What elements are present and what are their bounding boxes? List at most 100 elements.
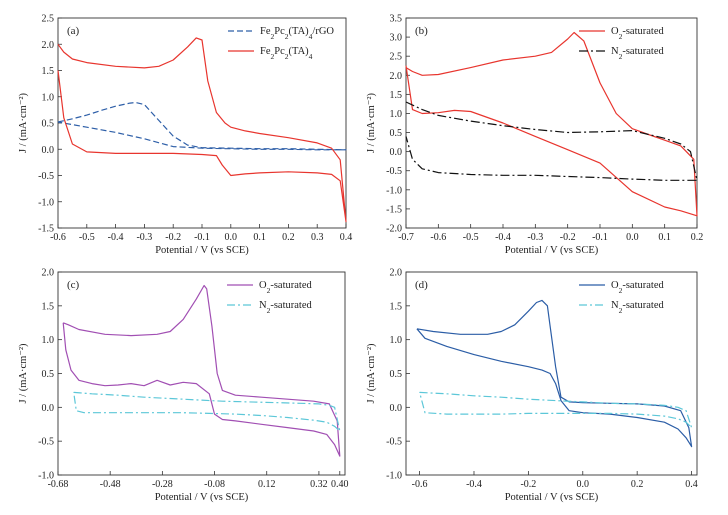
legend-entry: N2-saturated [259, 300, 312, 315]
series-line-1 [57, 101, 347, 151]
y-tick-label: -1.0 [38, 471, 54, 482]
y-tick-label: 1.0 [390, 335, 403, 346]
y-axis-label: J / (mA·cm⁻²) [366, 343, 377, 404]
chart-panel-1: -0.6 -0.5 -0.4 -0.3 -0.2 -0.1 0.0 0.1 0.2 0.3 0.4 -… [18, 14, 352, 257]
panel-label: (d) [415, 279, 428, 291]
legend-entry: N2-saturated [611, 46, 664, 61]
legend-entry: Fe2Pc2(TA)4/rGO [260, 26, 334, 41]
y-tick-label: -2.0 [386, 224, 402, 235]
x-tick-label: 0.0 [225, 232, 238, 243]
x-tick-label: -0.48 [100, 479, 121, 490]
x-tick-label: 0.32 [310, 479, 328, 490]
y-tick-label: 0.0 [390, 403, 403, 414]
y-tick-label: -0.5 [386, 437, 402, 448]
plot-frame [405, 17, 698, 229]
panel-label: (c) [67, 279, 80, 291]
x-axis-label: Potential / V (vs SCE) [155, 245, 249, 256]
y-tick-label: -0.5 [38, 437, 54, 448]
y-tick-label: 0.5 [42, 119, 55, 130]
y-tick-label: 1.5 [42, 66, 55, 77]
x-tick-label: -0.5 [463, 232, 479, 243]
y-axis-label: J / (mA·cm⁻²) [18, 343, 29, 404]
y-tick-label: 2.5 [390, 52, 403, 63]
y-tick-label: 1.0 [42, 92, 55, 103]
panel-label: (a) [67, 25, 80, 37]
x-tick-label: -0.08 [204, 479, 225, 490]
y-tick-label: -0.5 [38, 171, 54, 182]
chart-panel-2: -0.7 -0.6 -0.5 -0.4 -0.3 -0.2 -0.1 0.0 0.1 0.2 -2.… [366, 14, 703, 257]
x-tick-label: 0.2 [282, 232, 295, 243]
series-line-2 [57, 37, 347, 223]
y-tick-label: 0.5 [42, 369, 55, 380]
y-tick-label: 2.0 [42, 40, 55, 51]
y-axis-label: J / (mA·cm⁻²) [18, 92, 29, 153]
x-axis-label: Potential / V (vs SCE) [505, 245, 599, 256]
y-tick-label: 0.0 [42, 403, 55, 414]
x-tick-label: 0.0 [626, 232, 639, 243]
x-tick-label: 0.40 [331, 479, 349, 490]
y-tick-label: -1.0 [386, 471, 402, 482]
x-tick-label: 0.2 [691, 232, 704, 243]
chart-panel-4: -0.6 -0.4 -0.2 0.0 0.2 0.4 -1.0 -0.5 0.0 0.5 1.0 1.… [366, 268, 698, 504]
x-tick-label: -0.3 [136, 232, 152, 243]
y-tick-label: 0.5 [390, 128, 403, 139]
x-tick-label: 0.0 [577, 479, 590, 490]
legend-entry: O2-saturated [259, 280, 312, 295]
panel-label: (b) [415, 25, 428, 37]
x-tick-label: -0.2 [520, 479, 536, 490]
x-tick-label: 0.2 [631, 479, 644, 490]
y-tick-label: 1.0 [42, 335, 55, 346]
y-tick-label: -0.5 [386, 166, 402, 177]
y-tick-label: -1.5 [38, 224, 54, 235]
y-tick-label: 1.5 [42, 301, 55, 312]
y-tick-label: 3.5 [390, 14, 403, 25]
y-tick-label: 2.0 [42, 268, 55, 279]
x-tick-label: -0.6 [50, 232, 66, 243]
x-tick-label: 0.4 [340, 232, 353, 243]
y-tick-label: 0.0 [42, 145, 55, 156]
y-tick-label: 0.5 [390, 369, 403, 380]
series-line-1 [62, 284, 341, 457]
x-tick-label: 0.1 [658, 232, 671, 243]
x-tick-label: -0.1 [592, 232, 608, 243]
y-tick-label: 1.0 [390, 109, 403, 120]
y-axis-label: J / (mA·cm⁻²) [366, 92, 377, 153]
x-tick-label: -0.4 [495, 232, 511, 243]
x-tick-label: -0.28 [152, 479, 173, 490]
x-tick-label: -0.4 [466, 479, 482, 490]
y-tick-label: 3.0 [390, 33, 403, 44]
y-tick-label: 1.5 [390, 90, 403, 101]
y-tick-label: -1.0 [386, 185, 402, 196]
x-tick-label: -0.3 [527, 232, 543, 243]
y-tick-label: -1.5 [386, 204, 402, 215]
series-line-2 [405, 101, 698, 181]
x-tick-label: 0.1 [253, 232, 266, 243]
y-tick-label: 0.0 [390, 147, 403, 158]
legend-entry: Fe2Pc2(TA)4 [260, 46, 313, 61]
legend-entry: N2-saturated [611, 300, 664, 315]
x-axis-label: Potential / V (vs SCE) [505, 492, 599, 503]
x-tick-label: 0.4 [685, 479, 698, 490]
legend-entry: O2-saturated [611, 26, 664, 41]
x-tick-label: -0.6 [430, 232, 446, 243]
y-tick-label: -1.0 [38, 197, 54, 208]
y-tick-label: 2.5 [42, 14, 55, 25]
y-tick-label: 2.0 [390, 71, 403, 82]
x-tick-label: -0.6 [412, 479, 428, 490]
y-tick-label: 2.0 [390, 268, 403, 279]
series-line-2 [73, 391, 341, 432]
x-tick-label: -0.7 [398, 232, 414, 243]
x-tick-label: -0.2 [165, 232, 181, 243]
x-tick-label: -0.5 [79, 232, 95, 243]
x-tick-label: -0.1 [194, 232, 210, 243]
x-tick-label: 0.3 [311, 232, 324, 243]
x-tick-label: 0.12 [258, 479, 276, 490]
series-line-1 [416, 299, 693, 448]
x-axis-label: Potential / V (vs SCE) [155, 492, 249, 503]
chart-panel-3: -0.68 -0.48 -0.28 -0.08 0.12 0.32 0.40 -1.0 -0.5… [18, 268, 349, 504]
x-tick-label: -0.4 [108, 232, 124, 243]
x-tick-label: -0.68 [48, 479, 69, 490]
x-tick-label: -0.2 [560, 232, 576, 243]
y-tick-label: 1.5 [390, 301, 403, 312]
